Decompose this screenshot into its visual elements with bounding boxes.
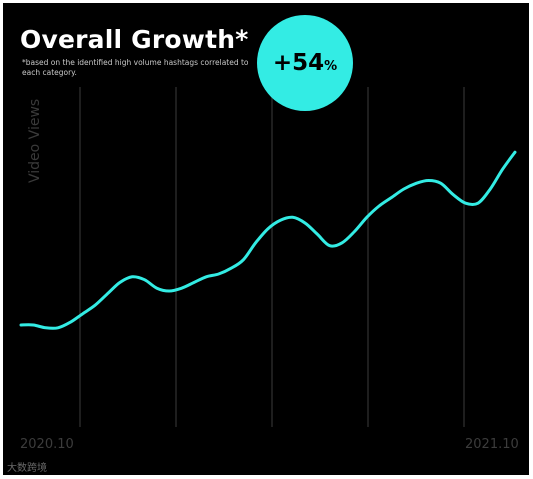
data-point [279, 219, 282, 222]
data-point [57, 326, 60, 329]
data-point [131, 275, 134, 278]
data-point [192, 281, 195, 284]
data-point [118, 281, 121, 284]
data-point [365, 216, 368, 219]
growth-badge-value: +54% [273, 50, 337, 76]
data-point [32, 324, 35, 327]
chart-panel: Overall Growth* *based on the identified… [3, 3, 529, 475]
data-point [477, 202, 480, 205]
data-point [168, 290, 171, 293]
data-point [328, 244, 331, 247]
data-point [514, 151, 517, 154]
data-point [143, 278, 146, 281]
data-point [267, 227, 270, 230]
data-point [452, 193, 455, 196]
data-point [501, 168, 504, 171]
data-point [304, 222, 307, 225]
data-point [390, 196, 393, 199]
growth-badge-number: +54 [272, 50, 325, 76]
y-axis-label: Video Views [27, 98, 43, 183]
chart-title: Overall Growth* [20, 25, 249, 54]
data-point [217, 273, 220, 276]
data-point [94, 304, 97, 307]
data-point [378, 205, 381, 208]
watermark: 大数跨境 [7, 463, 47, 474]
data-point [341, 241, 344, 244]
data-point [20, 324, 23, 327]
chart-canvas [19, 87, 517, 427]
data-point [254, 241, 257, 244]
data-point [427, 179, 430, 182]
series-line-video-views [19, 150, 517, 330]
data-point [106, 292, 109, 295]
data-point [402, 188, 405, 191]
data-point [489, 188, 492, 191]
x-tick-label-start: 2020.10 [20, 437, 74, 452]
data-point [415, 182, 418, 185]
data-point [81, 312, 84, 315]
data-point [180, 287, 183, 290]
data-point [439, 182, 442, 185]
data-point [229, 267, 232, 270]
data-point [205, 275, 208, 278]
growth-badge-unit: % [324, 59, 338, 74]
data-point [242, 258, 245, 261]
data-point [353, 230, 356, 233]
data-point [464, 202, 467, 205]
growth-badge: +54% [257, 15, 353, 111]
data-point [69, 321, 72, 324]
x-tick-label-end: 2021.10 [465, 437, 519, 452]
chart-footnote: *based on the identified high volume has… [22, 58, 249, 77]
data-point [44, 326, 47, 329]
data-point [291, 216, 294, 219]
data-point [155, 287, 158, 290]
data-point [316, 233, 319, 236]
